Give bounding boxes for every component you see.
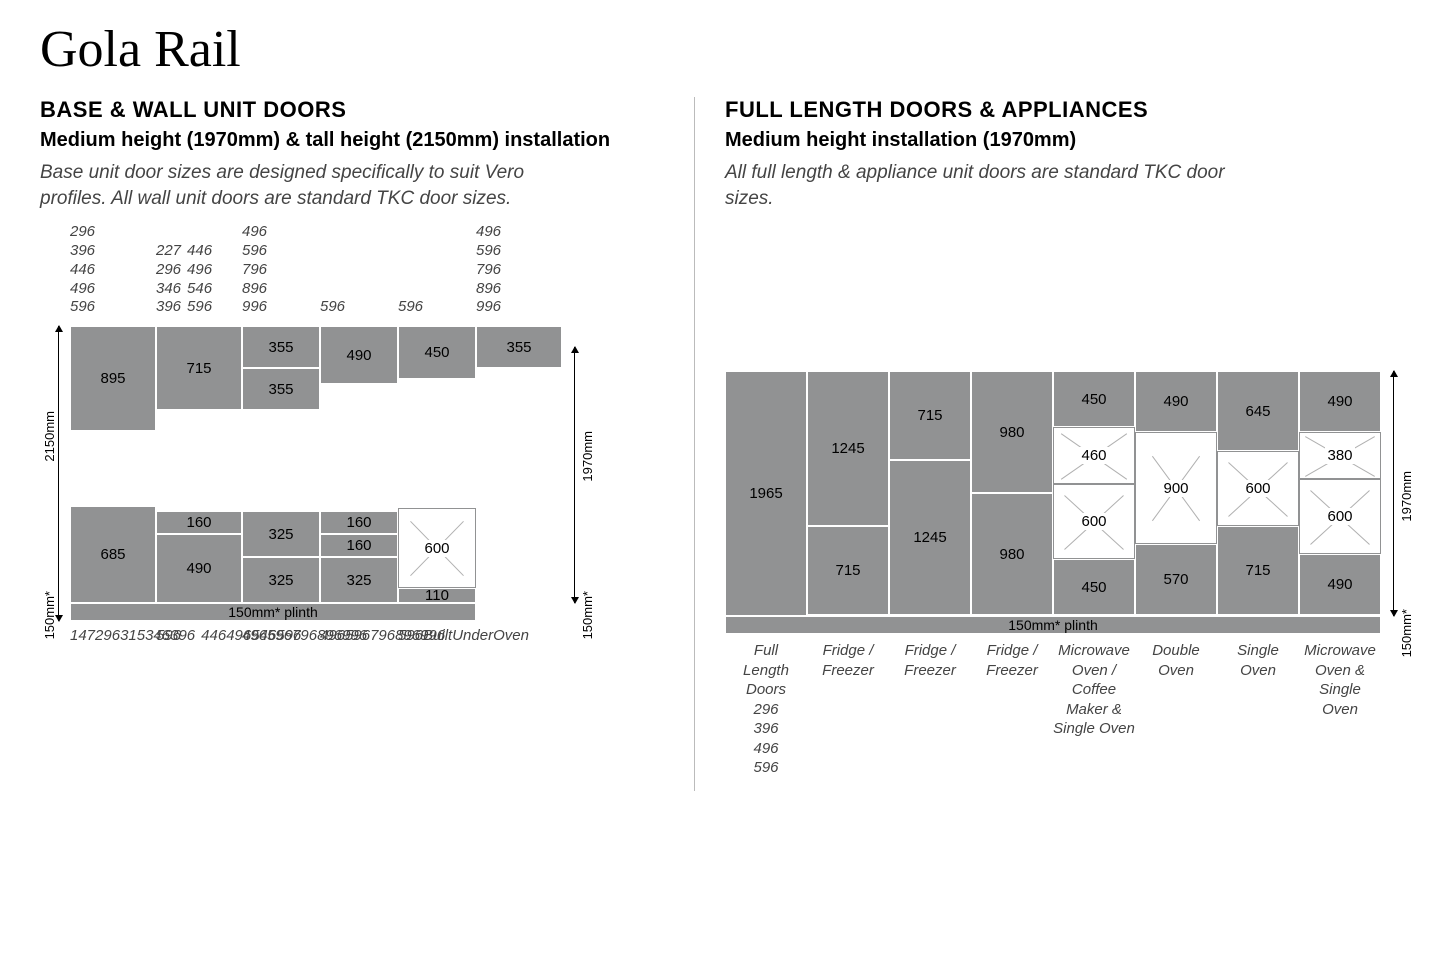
door-panel: 490 [320, 326, 398, 384]
two-column-layout: BASE & WALL UNIT DOORS Medium height (19… [40, 97, 1405, 791]
door-panel: 685 [70, 506, 156, 603]
right-subheading: Medium height installation (1970mm) [725, 129, 1405, 152]
width-list: 596 [398, 298, 476, 317]
dimension-arrow-left [58, 326, 59, 621]
width-list: 496596796896996 [476, 223, 562, 317]
right-description: All full length & appliance unit doors a… [725, 160, 1245, 211]
appliance-column: 490900570 [1135, 371, 1217, 615]
appliance-row: 1965124571571512459809804504606004504909… [725, 371, 1381, 616]
dimension-label-2150: 2150mm [42, 411, 57, 462]
appliance-column: 1965 [725, 371, 807, 616]
right-diagram: 1965124571571512459809804504606004504909… [725, 371, 1405, 791]
door-panel: 715 [889, 371, 971, 460]
door-panel: 160 [156, 511, 242, 534]
door-panel: 355 [476, 326, 562, 368]
dimension-label-1970: 1970mm [1399, 471, 1414, 522]
right-column: FULL LENGTH DOORS & APPLIANCES Medium he… [694, 97, 1405, 791]
appliance-column: 1245715 [807, 371, 889, 615]
width-list: 227296346396446496546596 [156, 242, 242, 317]
appliance-cutout: 600 [1217, 451, 1299, 526]
width-list: 596 [320, 298, 398, 317]
plinth-bar: 150mm* plinth [70, 603, 476, 621]
width-list: 496596796896996 [242, 223, 320, 317]
door-panel: 715 [807, 526, 889, 615]
door-panel: 110 [398, 588, 476, 603]
appliance-cutout: 460 [1053, 427, 1135, 484]
appliance-column: 645600715 [1217, 371, 1299, 615]
appliance-cutout: 900 [1135, 432, 1217, 544]
dimension-arrow [1393, 371, 1394, 616]
bottom-width-labels: 1472963153463964464965465965964965967968… [70, 626, 476, 646]
door-panel: 355 [242, 368, 320, 410]
door-panel: 645 [1217, 371, 1299, 451]
appliance-column: 450460600450 [1053, 371, 1135, 615]
left-diagram: 2963964464965962272963463964464965465964… [40, 231, 620, 671]
dimension-label-plinth-right: 150mm* [580, 591, 595, 639]
door-panel: 490 [156, 534, 242, 603]
page-title: Gola Rail [40, 20, 1405, 79]
door-panel: 570 [1135, 544, 1217, 615]
door-panel: 490 [1135, 371, 1217, 432]
base-unit-row: 685160490325325160160325600110 [70, 506, 476, 603]
appliance-column: 7151245 [889, 371, 971, 615]
dimension-label-plinth: 150mm* [1399, 609, 1414, 657]
dimension-arrow-right [574, 347, 575, 603]
dimension-label-plinth-left: 150mm* [42, 591, 57, 639]
door-panel: 450 [398, 326, 476, 379]
right-heading: FULL LENGTH DOORS & APPLIANCES [725, 97, 1405, 123]
left-description: Base unit door sizes are designed specif… [40, 160, 560, 211]
door-panel: 895 [70, 326, 156, 431]
door-panel: 1245 [807, 371, 889, 526]
left-column: BASE & WALL UNIT DOORS Medium height (19… [40, 97, 694, 791]
door-panel: 325 [242, 511, 320, 557]
door-panel: 490 [1299, 371, 1381, 432]
door-panel: 325 [320, 557, 398, 603]
dimension-label-1970: 1970mm [580, 431, 595, 482]
door-panel: 1245 [889, 460, 971, 615]
door-panel: 490 [1299, 554, 1381, 615]
door-panel: 325 [242, 557, 320, 603]
door-panel: 715 [1217, 526, 1299, 615]
appliance-captions: FullLengthDoors296396496596Fridge /Freez… [725, 641, 1381, 778]
width-list: 296396446496596 [70, 223, 156, 317]
door-panel: 160 [320, 511, 398, 534]
door-panel: 980 [971, 371, 1053, 493]
appliance-column: 980980 [971, 371, 1053, 615]
appliance-column: 490380600490 [1299, 371, 1381, 615]
left-subheading: Medium height (1970mm) & tall height (21… [40, 129, 664, 152]
door-panel: 450 [1053, 559, 1135, 615]
plinth-bar: 150mm* plinth [725, 616, 1381, 634]
appliance-cutout: 600 [1053, 484, 1135, 559]
door-panel: 715 [156, 326, 242, 410]
door-panel: 980 [971, 493, 1053, 615]
appliance-cutout: 600 [398, 508, 476, 588]
door-panel: 450 [1053, 371, 1135, 427]
appliance-cutout: 600 [1299, 479, 1381, 554]
door-panel: 355 [242, 326, 320, 368]
door-panel: 1965 [725, 371, 807, 616]
left-heading: BASE & WALL UNIT DOORS [40, 97, 664, 123]
wall-unit-row: 895715355355490450355 [70, 326, 562, 431]
door-panel: 160 [320, 534, 398, 557]
appliance-cutout: 380 [1299, 432, 1381, 479]
